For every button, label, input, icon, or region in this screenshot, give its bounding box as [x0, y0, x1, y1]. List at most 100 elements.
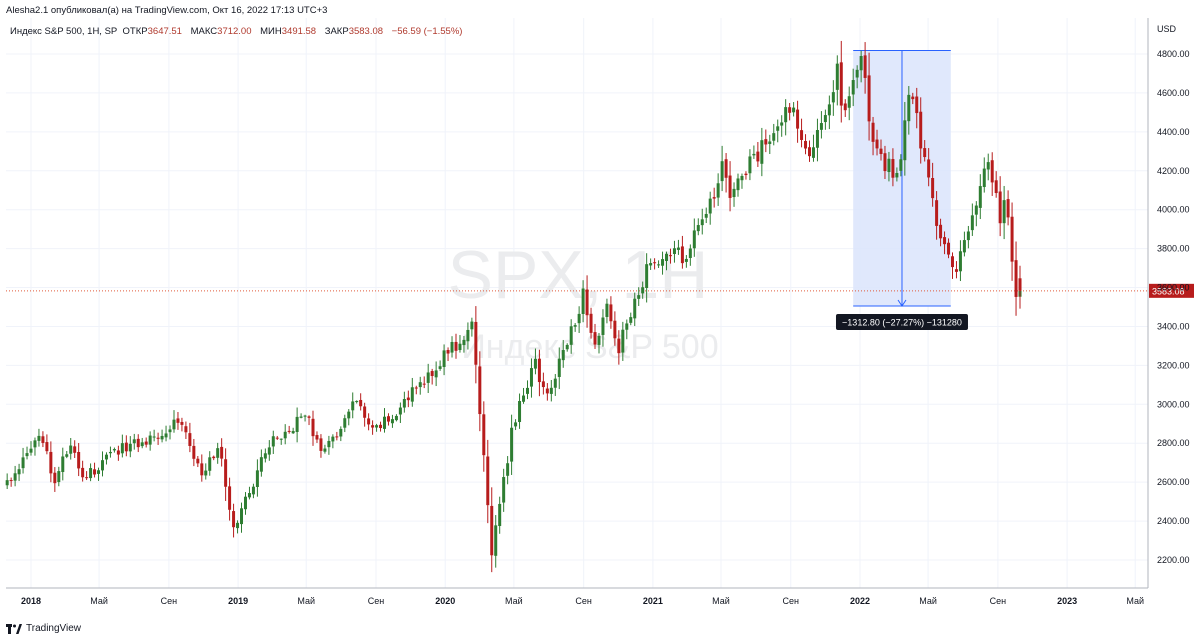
candle-body — [351, 401, 355, 411]
candle-body — [708, 198, 712, 214]
candle-body — [525, 387, 529, 394]
candle-body — [180, 421, 184, 425]
candle-body — [367, 418, 371, 425]
candle-body — [363, 406, 367, 418]
candle-body — [641, 287, 645, 294]
candle-body — [85, 477, 89, 479]
candle-body — [676, 247, 680, 250]
candle-body — [422, 383, 426, 385]
candle-body — [136, 438, 140, 448]
candle-body — [939, 224, 943, 239]
publisher-info: Alesha2.1 опубликовал(а) на TradingView.… — [6, 5, 328, 16]
candle-body — [394, 415, 398, 421]
candle-body — [73, 446, 77, 453]
candle-body — [688, 248, 692, 258]
candle-body — [418, 382, 422, 388]
candle-body — [482, 414, 486, 456]
x-tick-label: Сен — [575, 596, 592, 606]
candle-body — [247, 493, 251, 498]
candle-body — [573, 325, 577, 327]
candle-body — [275, 437, 279, 439]
candle-body — [994, 180, 998, 194]
candle-body — [172, 419, 176, 430]
candle-body — [974, 205, 978, 215]
candle-body — [287, 430, 291, 432]
candle-body — [899, 159, 903, 171]
candle-body — [537, 358, 541, 383]
candle-body — [911, 96, 915, 100]
candle-body — [605, 303, 609, 317]
candle-body — [990, 160, 994, 183]
y-tick-label: 2200.00 — [1157, 555, 1190, 565]
candle-body — [5, 480, 9, 486]
y-tick-label: 4200.00 — [1157, 166, 1190, 176]
candle-body — [29, 448, 33, 453]
candle-body — [104, 454, 108, 460]
candle-body — [100, 460, 104, 471]
candle-body — [255, 470, 259, 487]
candle-body — [927, 159, 931, 178]
candle-body — [116, 450, 120, 455]
candle-body — [561, 350, 565, 361]
x-tick-label: 2021 — [643, 596, 663, 606]
candle-body — [176, 418, 180, 423]
candle-body — [696, 225, 700, 232]
candle-body — [37, 435, 41, 441]
candle-body — [970, 215, 974, 231]
candle-body — [402, 399, 406, 408]
candle-body — [851, 80, 855, 95]
candle-body — [692, 230, 696, 249]
candle-body — [490, 505, 494, 556]
chart-watermark: SPX, 1Н Индекс S&P 500 — [448, 237, 719, 366]
candle-body — [390, 419, 394, 424]
candle-body — [954, 269, 958, 272]
candle-body — [859, 56, 863, 71]
candle-body — [295, 416, 299, 432]
measure-tool[interactable]: −1312.80 (−27.27%) −131280 — [835, 49, 968, 331]
candle-body — [923, 148, 927, 158]
x-tick-label: Май — [297, 596, 315, 606]
candle-body — [811, 147, 815, 158]
y-tick-label: 3400.00 — [1157, 321, 1190, 331]
candle-body — [581, 288, 585, 314]
candle-body — [891, 159, 895, 178]
candle-body — [760, 140, 764, 164]
y-tick-label: 4800.00 — [1157, 49, 1190, 59]
candle-body — [903, 120, 907, 161]
candle-body — [311, 418, 315, 437]
legend-high-value: 3712.00 — [217, 26, 252, 37]
candle-body — [637, 295, 641, 299]
candle-body — [732, 188, 736, 198]
candle-body — [557, 358, 561, 377]
candle-body — [772, 133, 776, 141]
x-tick-label: Сен — [161, 596, 178, 606]
candle-body — [522, 395, 526, 402]
candle-body — [966, 231, 970, 241]
candle-body — [843, 103, 847, 111]
candle-body — [216, 448, 220, 458]
legend-symbol: Индекс S&P 500, 1Н, SP — [10, 26, 118, 37]
x-tick-label: 2020 — [435, 596, 455, 606]
candle-body — [720, 161, 724, 182]
x-tick-label: Май — [919, 596, 937, 606]
candle-body — [883, 153, 887, 172]
candle-body — [549, 387, 553, 394]
currency-label: USD — [1157, 24, 1177, 34]
footer-brand[interactable]: TradingView — [6, 623, 81, 634]
legend-low-value: 3491.58 — [281, 26, 317, 37]
x-tick-label: 2019 — [228, 596, 248, 606]
last-price-label: 3583.08 — [1152, 286, 1185, 296]
candle-body — [140, 442, 144, 447]
candle-body — [319, 438, 323, 451]
candle-body — [653, 262, 657, 264]
candle-body — [1010, 216, 1014, 262]
x-tick-label: 2018 — [21, 596, 41, 606]
candle-body — [398, 407, 402, 415]
candle-body — [478, 366, 482, 415]
candle-body — [251, 486, 255, 495]
candle-body — [680, 246, 684, 264]
legend-close-label: ЗАКР — [324, 26, 349, 37]
y-tick-label: 2400.00 — [1157, 516, 1190, 526]
y-tick-label: 3000.00 — [1157, 399, 1190, 409]
